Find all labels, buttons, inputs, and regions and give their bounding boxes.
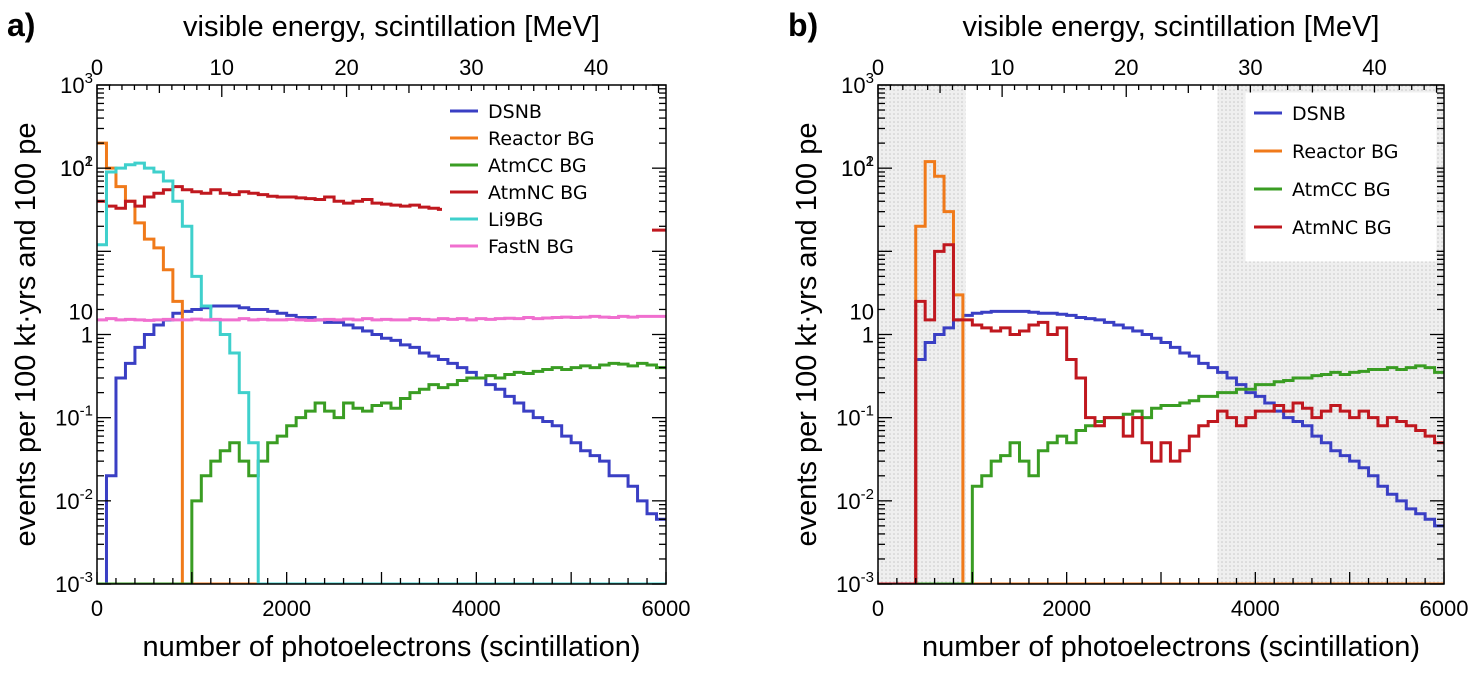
- x2-tick-label: 0: [872, 55, 884, 80]
- legend-label: Li9BG: [488, 209, 543, 231]
- x-tick-label: 6000: [1420, 596, 1469, 621]
- y-tick-label: 1: [862, 323, 874, 348]
- x-tick-label: 0: [872, 596, 884, 621]
- legend-label: DSNB: [1292, 103, 1346, 125]
- legend-label: FastN BG: [488, 236, 574, 258]
- y-tick-label: 10-3: [55, 569, 93, 597]
- series-reactor-bg: [878, 160, 1444, 584]
- series-fastn-bg: [97, 314, 666, 322]
- x-tick-label: 4000: [452, 596, 501, 621]
- x-tick-label: 0: [91, 596, 103, 621]
- y-tick-label: 102: [841, 153, 874, 181]
- x2-tick-label: 40: [1362, 55, 1386, 80]
- legend-box: [1245, 92, 1437, 262]
- x2-tick-label: 20: [334, 55, 358, 80]
- x-tick-label: 6000: [642, 596, 691, 621]
- series-li9bg: [97, 161, 666, 584]
- series-atmcc-bg: [97, 361, 666, 584]
- x2-tick-label: 20: [1114, 55, 1138, 80]
- panel-label: a): [7, 7, 35, 43]
- series-atmnc-bg: [878, 243, 1444, 584]
- x-tick-label: 2000: [1042, 596, 1091, 621]
- y-tick-label: 10-3: [836, 569, 874, 597]
- x2-axis-title: visible energy, scintillation [MeV]: [963, 11, 1380, 43]
- x2-tick-label: 10: [210, 55, 234, 80]
- y-tick-label: 10: [850, 299, 874, 324]
- y-tick-label: 103: [841, 70, 874, 98]
- y-tick-label: 101: [841, 153, 874, 181]
- y-tick-label: 1: [81, 323, 93, 348]
- y-tick-label: 103: [60, 70, 93, 98]
- y-tick-label: 10: [69, 299, 93, 324]
- y-axis-title: events per 100 kt·yrs and 100 pe: [791, 123, 823, 547]
- y-tick-label: 102: [60, 153, 93, 181]
- y-tick-label: 10-2: [836, 486, 874, 514]
- series-dsnb: [878, 309, 1444, 584]
- panel-label: b): [788, 7, 818, 43]
- legend-label: DSNB: [488, 101, 542, 123]
- series-dsnb: [97, 304, 666, 584]
- x2-tick-label: 30: [1238, 55, 1262, 80]
- legend-label: Reactor BG: [488, 128, 594, 150]
- y-tick-label: 10-1: [836, 403, 874, 431]
- legend-label: Reactor BG: [1292, 141, 1398, 163]
- shaded-region-0: [878, 85, 966, 584]
- x-axis-title: number of photoelectrons (scintillation): [922, 631, 1420, 663]
- y-tick-label: 101: [60, 153, 93, 181]
- series-group: [878, 160, 1444, 584]
- series-reactor-bg: [97, 141, 666, 584]
- x-tick-label: 4000: [1231, 596, 1280, 621]
- legend-label: AtmCC BG: [488, 155, 587, 177]
- series-atmcc-bg: [878, 364, 1444, 584]
- legend-label: AtmNC BG: [488, 182, 588, 204]
- x2-tick-label: 10: [990, 55, 1014, 80]
- legend-box: [442, 91, 652, 269]
- legend-label: AtmCC BG: [1292, 179, 1391, 201]
- y-tick-label: 10-2: [55, 486, 93, 514]
- y-tick-label: 10-1: [55, 403, 93, 431]
- y-axis-title: events per 100 kt·yrs and 100 pe: [10, 123, 42, 547]
- x2-axis-title: visible energy, scintillation [MeV]: [183, 11, 600, 43]
- x-tick-label: 2000: [262, 596, 311, 621]
- x2-tick-label: 0: [91, 55, 103, 80]
- x2-tick-label: 40: [584, 55, 608, 80]
- x-axis-title: number of photoelectrons (scintillation): [142, 631, 640, 663]
- x2-tick-label: 30: [459, 55, 483, 80]
- legend-label: AtmNC BG: [1292, 217, 1392, 239]
